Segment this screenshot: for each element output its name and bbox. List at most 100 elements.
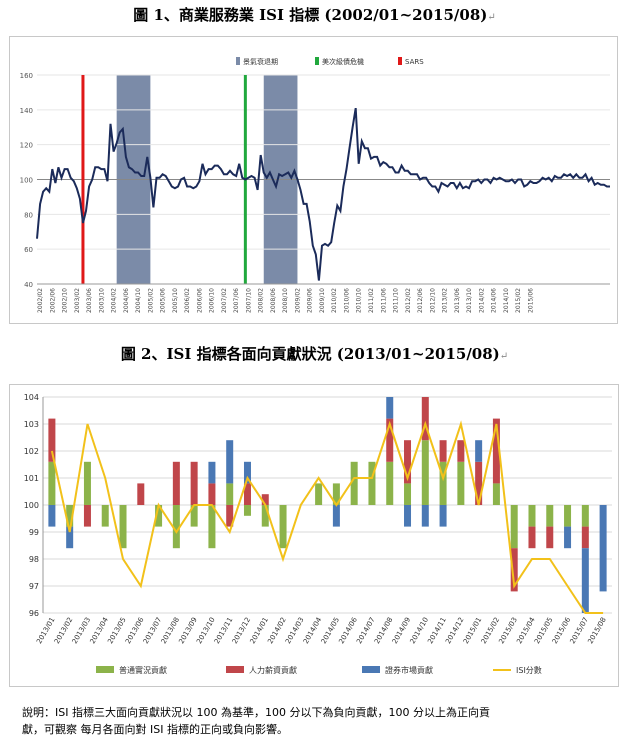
legend-label: SARS xyxy=(405,58,424,66)
bar-segment xyxy=(83,505,91,527)
y-tick-label: 40 xyxy=(24,281,33,289)
y-tick-label: 120 xyxy=(20,142,33,150)
x-tick-label: 2007/02 xyxy=(221,288,228,313)
bar-segment xyxy=(528,505,536,527)
legend-swatch xyxy=(362,666,380,673)
bar-segment xyxy=(208,505,216,549)
bar-segment xyxy=(457,440,465,462)
x-tick-label: 2007/10 xyxy=(245,288,252,313)
y-tick-label: 60 xyxy=(24,246,33,254)
bar-segment xyxy=(261,494,269,505)
bar-segment xyxy=(119,505,127,549)
bar-segment xyxy=(404,440,412,484)
y-tick-label: 104 xyxy=(24,393,39,402)
y-tick-label: 140 xyxy=(20,107,33,115)
bar-segment xyxy=(546,526,554,549)
y-tick-label: 97 xyxy=(29,582,39,591)
bar-segment xyxy=(226,505,234,527)
bar-segment xyxy=(66,526,74,549)
legend-label: 人力薪資貢獻 xyxy=(249,665,297,675)
y-tick-label: 100 xyxy=(24,501,39,510)
x-tick-label: 2004/02 xyxy=(111,288,118,313)
bar-segment xyxy=(492,418,500,484)
figure1-chart: 40 60 80 100 120 140 160 2002/02 2002/06 2002/10 2… xyxy=(9,36,618,324)
bar-segment xyxy=(279,505,287,549)
contribution-bar-chart: 969798991001011021031042013/012013/02201… xyxy=(24,393,612,675)
y-tick-label: 98 xyxy=(29,555,39,564)
bar-segment xyxy=(190,461,198,505)
bar-segment xyxy=(386,461,394,505)
y-tick-label: 160 xyxy=(20,72,33,80)
x-tick-label: 2003/06 xyxy=(86,288,93,313)
bar-segment xyxy=(386,418,394,462)
bar-segment xyxy=(137,483,145,505)
bar-segment xyxy=(510,548,518,592)
legend-swatch xyxy=(236,57,240,65)
bar-segment xyxy=(261,505,269,527)
x-tick-label: 2009/06 xyxy=(307,288,314,313)
x-tick-label: 2009/10 xyxy=(319,288,326,313)
isi-line-chart: 40 60 80 100 120 140 160 2002/02 2002/06 2002/10 2… xyxy=(20,57,610,313)
y-tick-label: 102 xyxy=(24,447,39,456)
figure2-chart: 96 97 98 99 100 101 102 103 104 2013/01 2013/02 201… xyxy=(9,384,619,687)
bar-segment xyxy=(48,461,56,505)
bar-segment xyxy=(332,505,340,527)
bar-segment xyxy=(421,440,429,505)
x-tick-label: 2012/02 xyxy=(405,288,412,313)
y-tick-label: 96 xyxy=(29,609,39,618)
bar-segment xyxy=(226,483,234,505)
x-tick-label: 2012/06 xyxy=(417,288,424,313)
note-line-2: 獻，可觀察 每月各面向對 ISI 指標的正向或負向影響。 xyxy=(22,723,288,736)
legend-label: 美次級債危機 xyxy=(322,57,364,66)
x-tick-label: 2014/02 xyxy=(478,288,485,313)
bar-segment xyxy=(83,461,91,505)
bar-segment xyxy=(439,440,447,462)
x-tick-label: 2015/06 xyxy=(527,288,534,313)
x-tick-label: 2013/10 xyxy=(466,288,473,313)
bar-segment xyxy=(475,440,483,462)
bar-segment xyxy=(492,483,500,505)
bar-segment xyxy=(546,505,554,527)
bar-segment xyxy=(564,526,572,549)
bar-segment xyxy=(350,461,358,505)
x-tick-label: 2008/06 xyxy=(270,288,277,313)
bar-segment xyxy=(243,461,251,484)
bar-segment xyxy=(48,505,56,527)
x-tick-label: 2010/02 xyxy=(331,288,338,313)
x-tick-label: 2014/10 xyxy=(503,288,510,313)
bar-segment xyxy=(315,483,323,505)
bar-segment xyxy=(439,461,447,505)
isi-score-line xyxy=(50,420,604,614)
x-tick-label: 2006/10 xyxy=(209,288,216,313)
legend-label: ISI分數 xyxy=(516,665,542,675)
x-tick-label: 2006/06 xyxy=(196,288,203,313)
bar-segment xyxy=(66,505,74,527)
legend-label: 證券市場貢獻 xyxy=(385,665,433,675)
bar-segment xyxy=(243,505,251,516)
legend-swatch xyxy=(96,666,114,673)
x-tick-label: 2002/10 xyxy=(62,288,69,313)
x-tick-label: 2003/02 xyxy=(74,288,81,313)
bar-segment xyxy=(404,483,412,505)
x-tick-label: 2007/06 xyxy=(233,288,240,313)
bar-segment xyxy=(475,461,483,505)
x-tick-label: 2005/10 xyxy=(172,288,179,313)
bar-segment xyxy=(226,440,234,484)
bar-segment xyxy=(581,548,589,613)
bar-segment xyxy=(172,461,180,505)
bar-segment xyxy=(48,418,56,462)
note-line-1: 說明：ISI 指標三大面向貢獻狀況以 100 為基準，100 分以下為負向貢獻，… xyxy=(22,706,490,719)
legend-swatch xyxy=(226,666,244,673)
legend-label: 景氣衰退期 xyxy=(243,57,278,66)
bar-segment xyxy=(404,505,412,527)
x-tick-label: 2014/06 xyxy=(491,288,498,313)
bar-segment xyxy=(528,526,536,549)
bar-segment xyxy=(421,505,429,527)
bar-segment xyxy=(208,483,216,505)
x-tick-label: 2005/06 xyxy=(160,288,167,313)
x-tick-label: 2008/02 xyxy=(258,288,265,313)
x-tick-label: 2002/02 xyxy=(37,288,44,313)
legend-label: 普通實況貢獻 xyxy=(119,665,167,675)
x-tick-label: 2011/10 xyxy=(393,288,400,313)
figure2-title: 圖 2、ISI 指標各面向貢獻狀況 (2013/01~2015/08)↵ xyxy=(120,345,509,363)
